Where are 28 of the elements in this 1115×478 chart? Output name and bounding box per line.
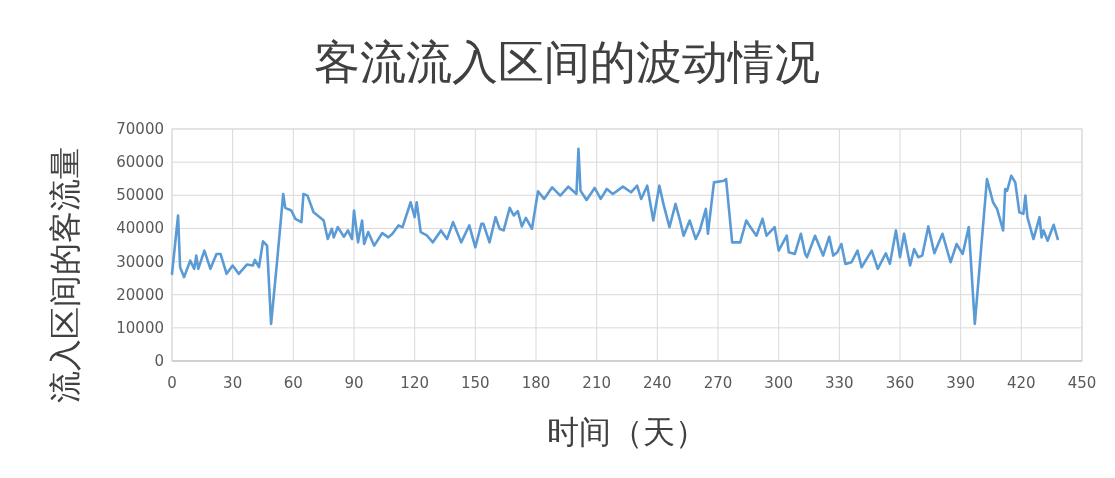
x-tick-label: 270 <box>703 374 733 392</box>
y-tick-label: 50000 <box>116 186 164 205</box>
x-tick-label: 0 <box>167 374 177 392</box>
x-tick-label: 210 <box>582 374 611 392</box>
x-tick-label: 180 <box>521 374 551 392</box>
x-tick-label: 240 <box>643 374 672 392</box>
x-tick-label: 420 <box>1007 374 1036 392</box>
x-tick-label: 90 <box>344 374 364 392</box>
x-axis-title: 时间（天） <box>547 413 707 451</box>
y-axis-title: 流入区间的客流量 <box>46 147 84 403</box>
x-tick-label: 30 <box>223 374 243 392</box>
x-tick-label: 150 <box>461 374 490 392</box>
y-tick-label: 20000 <box>116 285 164 304</box>
y-tick-label: 10000 <box>116 318 164 337</box>
x-tick-label: 450 <box>1067 374 1097 392</box>
y-tick-label: 30000 <box>116 252 164 271</box>
x-tick-label: 120 <box>400 374 429 392</box>
x-tick-label: 360 <box>885 374 915 392</box>
x-tick-label: 60 <box>283 374 303 392</box>
y-tick-label: 60000 <box>116 153 164 172</box>
x-tick-label: 390 <box>946 374 975 392</box>
y-tick-label: 40000 <box>116 219 164 238</box>
line-series <box>170 147 1060 326</box>
x-tick-label: 330 <box>825 374 854 392</box>
chart-title: 客流流入区间的波动情况 <box>314 35 820 89</box>
y-tick-label: 0 <box>154 352 164 370</box>
x-tick-label: 300 <box>764 374 793 392</box>
y-tick-label: 70000 <box>116 120 164 138</box>
